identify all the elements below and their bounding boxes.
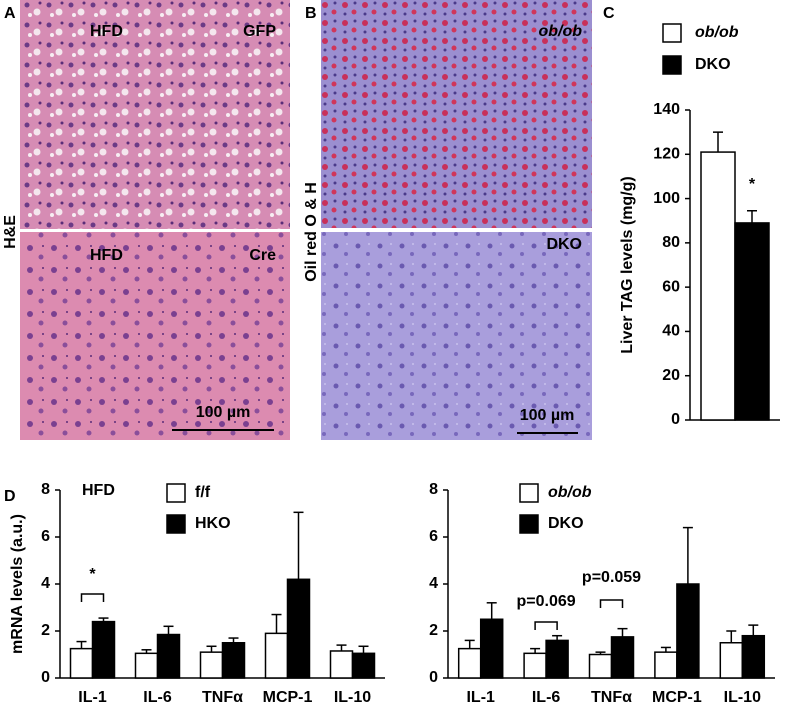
scale-bar-label: 100 µm — [196, 404, 251, 421]
legend-label: DKO — [548, 515, 584, 532]
x-tick-label: IL-10 — [724, 689, 761, 706]
bar — [156, 633, 181, 679]
image-label: DKO — [546, 236, 582, 253]
bar — [545, 639, 569, 679]
y-tick-label: 120 — [653, 146, 680, 163]
y-tick-label: 8 — [429, 481, 438, 498]
annotation: * — [749, 176, 756, 193]
y-axis-label: Liver TAG levels (mg/g) — [619, 176, 636, 354]
histology-image — [20, 0, 290, 229]
image-label: GFP — [243, 23, 276, 40]
image-label: Cre — [249, 247, 276, 264]
y-tick-label: 4 — [429, 575, 438, 592]
legend-swatch — [662, 55, 682, 75]
legend-swatch — [519, 514, 539, 534]
bar — [91, 620, 116, 679]
legend-swatch — [662, 23, 682, 43]
bar — [523, 652, 547, 679]
x-tick-label: IL-1 — [78, 689, 107, 706]
panel-label: C — [603, 5, 615, 22]
panel-label: D — [4, 488, 16, 505]
bar — [221, 642, 246, 679]
legend-label: ob/ob — [548, 484, 592, 501]
significance-bracket — [80, 593, 105, 602]
bar — [741, 634, 766, 679]
panel-label: B — [305, 5, 317, 22]
bar — [719, 642, 744, 679]
bar — [69, 647, 94, 679]
y-tick-label: 60 — [662, 278, 680, 295]
bar — [588, 653, 613, 679]
y-tick-label: 4 — [41, 575, 50, 592]
image-label: ob/ob — [538, 23, 582, 40]
bar — [654, 651, 678, 679]
x-tick-label: TNFα — [591, 689, 632, 706]
legend-swatch — [519, 483, 539, 503]
x-tick-label: IL-6 — [143, 689, 172, 706]
y-tick-label: 0 — [41, 669, 50, 686]
y-tick-label: 80 — [662, 234, 680, 251]
stain-label: Oil red O & H — [303, 182, 320, 282]
legend-label: HKO — [195, 515, 231, 532]
stain-label: H&E — [2, 215, 19, 249]
annotation: * — [89, 566, 96, 583]
y-tick-label: 140 — [653, 101, 680, 118]
bar — [351, 652, 376, 679]
panel-label: A — [4, 5, 16, 22]
y-tick-label: 100 — [653, 190, 680, 207]
bar — [479, 618, 504, 679]
y-tick-label: 6 — [429, 528, 438, 545]
y-tick-label: 2 — [41, 622, 50, 639]
legend-label: DKO — [695, 56, 731, 73]
x-tick-label: TNFα — [202, 689, 243, 706]
significance-bracket — [534, 621, 558, 630]
y-tick-label: 40 — [662, 323, 680, 340]
histology-image — [20, 232, 290, 440]
x-tick-label: IL-1 — [466, 689, 495, 706]
y-tick-label: 20 — [662, 367, 680, 384]
y-tick-label: 0 — [671, 411, 680, 428]
bar — [610, 636, 635, 679]
y-tick-label: 6 — [41, 528, 50, 545]
annotation: p=0.069 — [517, 593, 576, 610]
image-label: HFD — [90, 23, 123, 40]
bar — [199, 651, 224, 679]
legend-swatch — [166, 483, 186, 503]
bar — [286, 578, 311, 679]
chart-title: HFD — [82, 482, 115, 499]
bar — [264, 632, 289, 679]
bar — [329, 650, 354, 679]
histology-image — [321, 232, 592, 440]
legend-swatch — [166, 514, 186, 534]
x-tick-label: MCP-1 — [263, 689, 313, 706]
y-axis-label: mRNA levels (a.u.) — [9, 514, 26, 654]
x-tick-label: MCP-1 — [652, 689, 702, 706]
y-tick-label: 8 — [41, 481, 50, 498]
y-tick-label: 0 — [429, 669, 438, 686]
legend-label: f/f — [195, 484, 211, 501]
bar — [734, 222, 770, 421]
x-tick-label: IL-10 — [334, 689, 371, 706]
image-label: HFD — [90, 247, 123, 264]
bar — [700, 151, 736, 421]
annotation: p=0.059 — [582, 569, 641, 586]
x-tick-label: IL-6 — [532, 689, 561, 706]
bar — [134, 652, 159, 679]
histology-image — [321, 0, 592, 228]
significance-bracket — [599, 599, 624, 608]
scale-bar-label: 100 µm — [520, 407, 575, 424]
y-tick-label: 2 — [429, 622, 438, 639]
bar — [676, 583, 700, 679]
bar — [457, 647, 482, 679]
legend-label: ob/ob — [695, 24, 739, 41]
